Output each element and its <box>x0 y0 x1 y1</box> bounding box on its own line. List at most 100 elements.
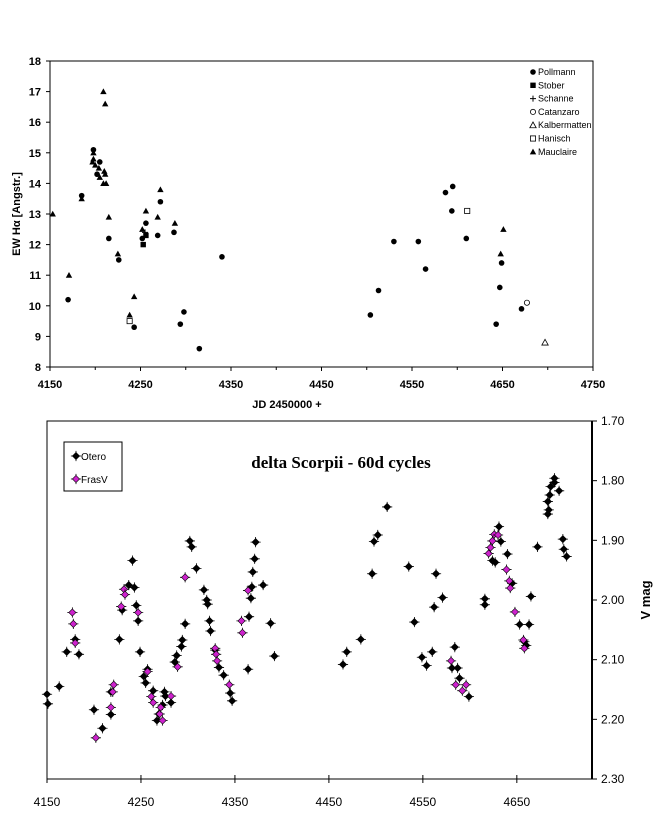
data-point <box>493 521 505 532</box>
data-point <box>191 563 202 574</box>
data-point-diamond <box>161 692 170 701</box>
data-point <box>367 312 374 318</box>
y-axis-label: EW Hα [Angstr.] <box>11 172 23 256</box>
data-point-diamond <box>91 733 100 742</box>
data-point-diamond <box>525 620 534 629</box>
data-point <box>430 568 442 579</box>
x-tick-label: 4150 <box>38 379 62 391</box>
data-point <box>485 542 496 553</box>
data-point <box>452 662 463 674</box>
y-tick-label: 1.80 <box>601 474 625 488</box>
data-point-diamond <box>115 635 124 644</box>
data-point-diamond <box>132 601 141 610</box>
legend-marker-frasv <box>70 473 82 485</box>
data-point-diamond <box>494 530 503 539</box>
data-point <box>558 544 569 555</box>
data-point <box>242 585 254 596</box>
data-point-diamond <box>106 710 115 719</box>
data-point-diamond <box>74 650 83 659</box>
data-point <box>114 634 125 645</box>
data-point <box>523 619 535 630</box>
data-point <box>41 689 53 700</box>
data-point-diamond <box>155 709 164 718</box>
data-point <box>151 715 163 726</box>
data-point <box>165 690 177 702</box>
data-point-diamond <box>455 674 464 683</box>
data-point <box>142 666 153 677</box>
data-point <box>134 646 146 658</box>
data-point-diamond <box>496 537 505 546</box>
data-point <box>180 618 191 629</box>
data-point <box>382 501 393 513</box>
data-point <box>422 266 429 272</box>
data-point <box>61 646 72 658</box>
data-point-diamond <box>134 608 143 617</box>
data-point <box>114 250 122 257</box>
data-point <box>245 593 257 604</box>
data-point-diamond <box>130 583 139 592</box>
data-point <box>442 189 449 196</box>
data-point-diamond <box>502 565 511 574</box>
data-point <box>148 697 159 708</box>
data-point <box>115 257 122 263</box>
data-point-diamond <box>503 550 512 559</box>
data-point <box>561 551 572 562</box>
data-point <box>464 207 471 214</box>
data-point-diamond <box>219 671 228 680</box>
y-tick-label: 14 <box>29 178 42 190</box>
data-point <box>184 535 195 547</box>
data-point <box>126 318 133 325</box>
data-point <box>497 250 504 257</box>
y-tick-label: 12 <box>29 240 41 252</box>
data-point <box>129 582 140 593</box>
data-point <box>177 321 184 327</box>
data-point <box>265 618 276 629</box>
x-tick-label: 4250 <box>128 379 152 391</box>
data-point <box>90 149 97 156</box>
data-point-diamond <box>206 627 215 636</box>
data-point <box>211 655 223 666</box>
data-point-diamond <box>356 635 365 644</box>
data-point-diamond <box>225 680 234 689</box>
data-point <box>202 599 213 610</box>
x-tick-label: 4450 <box>309 379 333 391</box>
data-point <box>409 616 420 628</box>
data-point <box>549 477 560 488</box>
data-point <box>496 284 503 291</box>
x-tick-label: 4350 <box>219 379 243 391</box>
data-point <box>449 642 460 653</box>
data-point <box>96 159 103 165</box>
data-point-diamond <box>89 705 99 714</box>
data-point-diamond <box>181 619 190 628</box>
data-point-diamond <box>451 680 460 689</box>
data-point-diamond <box>447 663 457 673</box>
y-tick-label: 1.90 <box>601 533 625 547</box>
data-point-diamond <box>559 545 568 554</box>
data-point-diamond <box>506 584 515 593</box>
data-point <box>140 677 151 689</box>
y-tick-label: 16 <box>29 117 41 129</box>
data-point-diamond <box>228 696 237 705</box>
legend-marker-kalbermatten <box>529 121 537 129</box>
series-catanzaro <box>523 299 530 306</box>
y-tick-label: 18 <box>29 56 41 68</box>
data-point <box>479 599 490 610</box>
data-point <box>123 579 134 591</box>
x-tick-label: 4150 <box>34 795 61 809</box>
data-point <box>106 235 112 242</box>
data-point <box>157 198 164 205</box>
data-point <box>102 180 110 186</box>
data-point <box>445 655 457 666</box>
data-point-diamond <box>167 692 176 701</box>
data-point-diamond <box>383 502 392 511</box>
data-point <box>154 232 161 239</box>
data-point-diamond <box>71 638 80 647</box>
data-point-diamond <box>238 628 247 637</box>
data-point-diamond <box>143 667 152 676</box>
x-tick-label: 4450 <box>316 795 343 809</box>
legend-label-catanzaro: Catanzaro <box>538 107 580 117</box>
data-point <box>250 537 261 548</box>
data-point-diamond <box>244 586 253 595</box>
data-point <box>544 489 555 501</box>
